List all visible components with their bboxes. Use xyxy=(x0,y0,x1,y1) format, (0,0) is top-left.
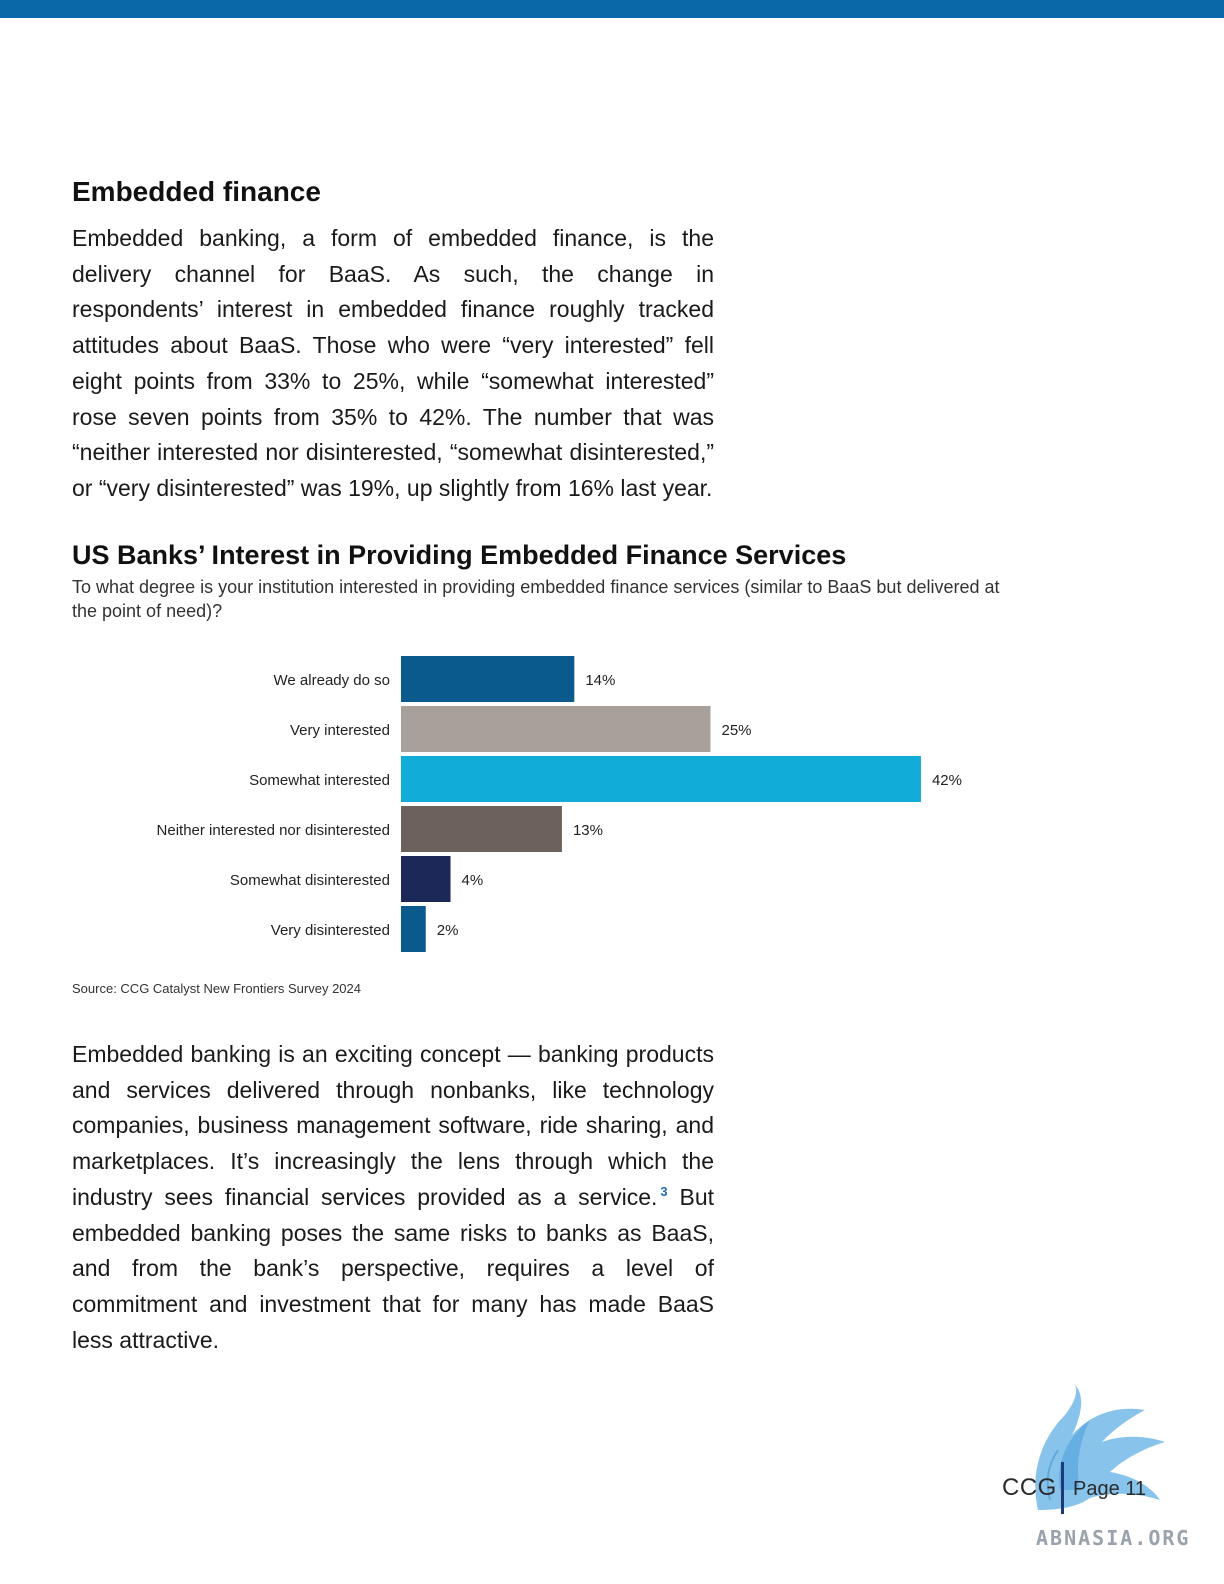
bar xyxy=(401,856,451,902)
intro-paragraph: Embedded banking, a form of embedded fin… xyxy=(72,221,714,507)
logo-illustration xyxy=(1035,1385,1165,1510)
closing-paragraph-continuation: But embedded banking poses the same risk… xyxy=(72,1183,715,1353)
chart-source: Source: CCG Catalyst New Frontiers Surve… xyxy=(72,981,361,996)
brand-divider xyxy=(1061,1462,1064,1514)
section-heading: Embedded finance xyxy=(72,176,321,207)
brand-logo-text: CCG xyxy=(1002,1474,1057,1501)
bar-chart: We already do so 14% Very interested 25% Som… xyxy=(157,656,962,952)
watermark: ABNASIA.ORG xyxy=(1036,1526,1191,1550)
value-label: 25% xyxy=(722,722,752,739)
bar xyxy=(401,656,575,702)
bar xyxy=(401,806,562,852)
top-accent-bar xyxy=(0,0,1224,18)
value-label: 14% xyxy=(585,672,615,689)
category-label: Somewhat disinterested xyxy=(230,872,390,889)
category-label: Neither interested nor disinterested xyxy=(157,822,390,839)
intro-paragraph-text: Embedded banking, a form of embedded fin… xyxy=(72,225,714,501)
category-label: Very disinterested xyxy=(271,922,390,939)
bar xyxy=(401,906,426,952)
closing-paragraph-text: Embedded banking is an exciting concept … xyxy=(72,1041,714,1210)
category-label: Very interested xyxy=(290,722,390,739)
value-label: 4% xyxy=(462,872,484,889)
value-label: 42% xyxy=(932,772,962,789)
page-number: Page 11 xyxy=(1073,1478,1147,1500)
value-label: 13% xyxy=(573,822,603,839)
bar xyxy=(401,706,711,752)
category-label: We already do so xyxy=(274,672,390,689)
category-label: Somewhat interested xyxy=(249,772,390,789)
chart-subtitle: To what degree is your institution inter… xyxy=(72,577,1000,621)
footnote-reference[interactable]: 3 xyxy=(660,1184,668,1200)
chart-title: US Banks’ Interest in Providing Embedded… xyxy=(72,540,847,570)
closing-paragraph: Embedded banking is an exciting concept … xyxy=(72,1037,714,1358)
bar xyxy=(401,756,921,802)
value-label: 2% xyxy=(437,922,459,939)
